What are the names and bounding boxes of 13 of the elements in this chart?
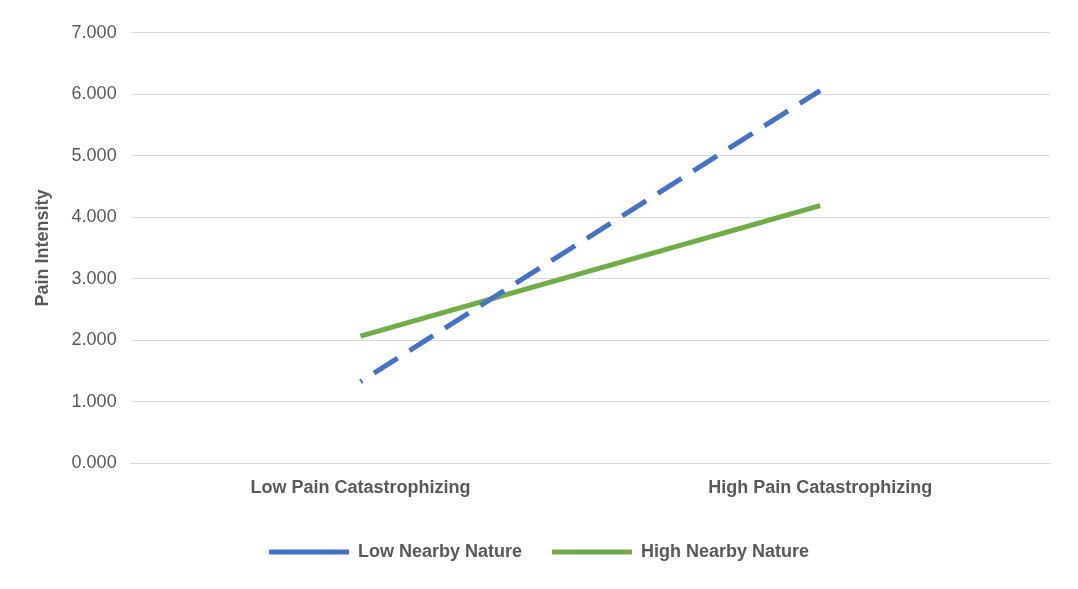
y-tick-label: 4.000 <box>71 206 117 227</box>
legend-label: High Nearby Nature <box>641 540 810 561</box>
y-tick-label: 5.000 <box>71 144 117 165</box>
x-tick-label: High Pain Catastrophizing <box>708 477 933 498</box>
y-tick-label: 7.000 <box>71 21 117 42</box>
y-tick-label: 1.000 <box>71 390 117 411</box>
y-tick-label: 3.000 <box>71 267 117 288</box>
y-tick-label: 2.000 <box>71 329 117 350</box>
y-tick-label: 0.000 <box>71 452 117 473</box>
x-tick-label: Low Pain Catastrophizing <box>250 477 471 498</box>
legend-label: Low Nearby Nature <box>357 540 523 561</box>
y-axis-title: Pain Intensity <box>31 189 52 307</box>
y-tick-label: 6.000 <box>71 83 117 104</box>
